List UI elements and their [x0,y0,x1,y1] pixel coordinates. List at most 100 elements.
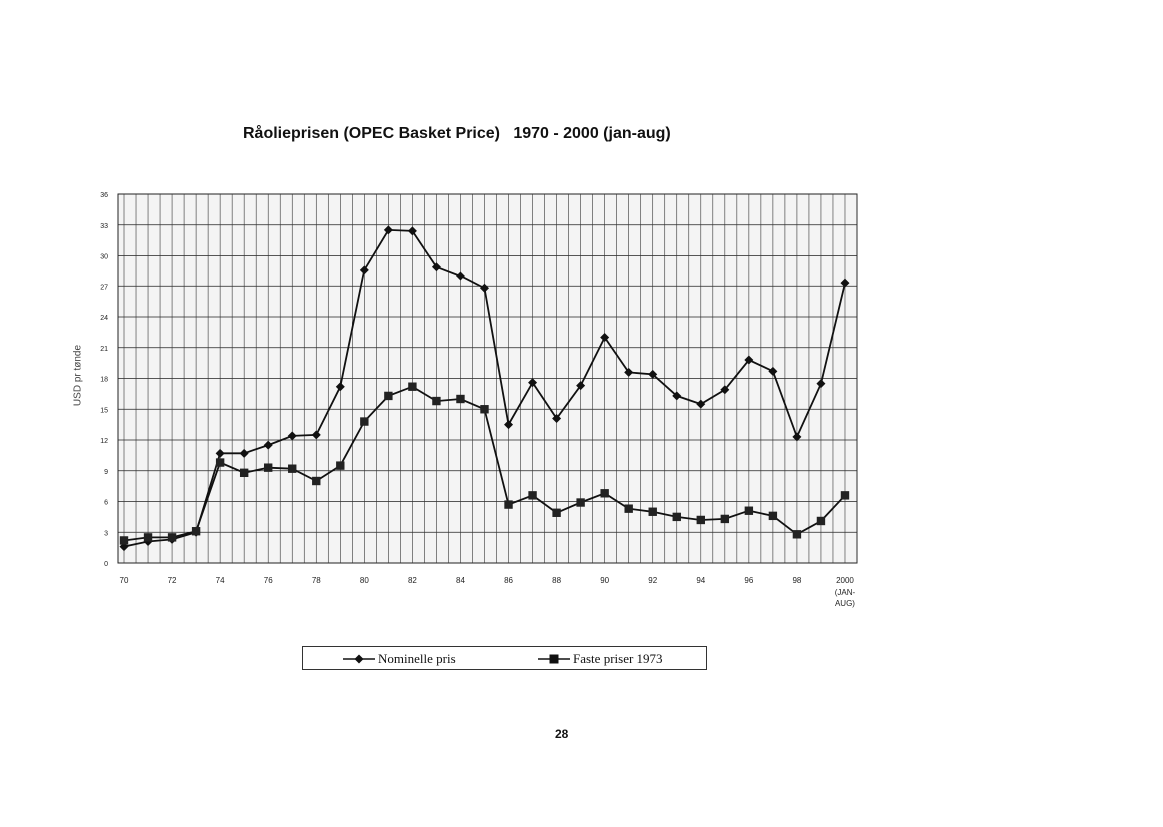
legend-label-nominal: Nominelle pris [378,651,456,666]
y-tick-label: 12 [100,438,108,445]
data-point-nominal [744,355,754,365]
chart-title: Råolieprisen (OPEC Basket Price) 1970 - … [243,125,671,142]
page-number: 28 [555,727,569,741]
data-point-real [384,391,393,401]
data-point-nominal [552,413,562,423]
data-point-nominal [479,283,489,293]
y-tick-label: 6 [104,500,108,507]
data-point-real [696,515,705,525]
x-tick-label: 94 [696,576,705,585]
x-tick-label: 82 [408,576,417,585]
y-tick-label: 0 [104,561,108,568]
data-point-real [456,394,465,404]
y-tick-label: 27 [100,284,108,291]
data-point-real [360,417,369,426]
x-tick-label: 98 [792,576,801,585]
y-tick-label: 33 [100,223,108,230]
data-point-real [480,405,489,414]
y-tick-label: 15 [100,407,108,414]
data-point-nominal [696,399,706,409]
y-tick-label: 21 [100,346,108,353]
y-tick-label: 18 [100,377,108,384]
x-tick-label: 70 [120,576,129,585]
data-point-nominal [816,379,826,389]
data-point-real [552,508,561,517]
data-point-real [648,507,657,516]
data-point-real [408,382,417,391]
data-point-nominal [455,271,465,281]
data-point-nominal [431,262,441,272]
data-point-nominal [287,431,297,441]
data-point-nominal [840,278,850,288]
data-point-real [119,536,129,545]
x-tick-label: 84 [456,576,465,585]
x-tick-label: 76 [264,576,273,585]
data-point-real [624,504,633,513]
data-point-real [792,530,802,539]
data-point-nominal [600,333,610,342]
x-tick-label: 80 [360,576,369,585]
y-tick-label: 3 [104,530,108,537]
data-point-nominal [648,369,658,379]
data-point-real [336,461,345,470]
data-point-real [312,476,321,486]
x-tick-label: 96 [744,576,753,585]
data-point-nominal [335,382,345,392]
chart-legend: Nominelle pris Faste priser 1973 [302,646,707,670]
data-point-real [432,396,441,406]
data-point-nominal [263,440,273,450]
data-point-real [720,514,730,524]
legend-label-real: Faste priser 1973 [573,651,663,666]
square-marker-icon [538,654,570,664]
x-tick-label: 2000 [836,576,854,585]
data-point-nominal [624,367,634,377]
x-tick-sublabel: AUG) [835,599,855,608]
x-tick-label: 78 [312,576,321,585]
y-tick-label: 36 [100,192,108,199]
data-point-nominal [768,366,778,376]
data-point-real [744,506,754,515]
data-point-nominal [720,385,730,395]
data-point-nominal [504,420,514,430]
data-point-real [600,489,609,498]
diamond-marker-icon [343,654,375,664]
data-point-nominal [407,226,417,236]
data-point-nominal [359,265,369,275]
series-markers [119,225,850,552]
data-point-nominal [239,448,249,458]
data-point-real [768,511,778,521]
data-point-real [504,500,513,509]
x-tick-label: 88 [552,576,561,585]
data-point-real [528,491,537,500]
x-tick-label: 90 [600,576,609,585]
y-tick-label: 24 [100,315,108,322]
data-point-real [264,463,273,472]
x-tick-label: 74 [216,576,225,585]
data-point-real [840,491,850,500]
data-point-real [143,533,153,542]
x-tick-labels: 70 72 74 76 78 80 82 84 86 88 90 92 94 96 98 2000 (JAN- A… [120,576,856,608]
x-tick-label: 72 [168,576,177,585]
data-point-real [288,464,297,473]
data-point-real [191,527,201,536]
data-point-nominal [576,381,586,391]
data-point-nominal [215,448,225,458]
y-tick-label: 9 [104,469,108,476]
legend-item-real: Faste priser 1973 [538,650,663,668]
data-point-nominal [528,378,538,388]
y-tick-label: 30 [100,254,108,261]
data-point-real [672,512,681,522]
data-point-real [239,468,249,477]
data-point-real [167,533,177,542]
data-point-real [215,458,225,467]
data-point-real [576,498,585,507]
data-point-nominal [672,391,682,401]
x-tick-label: 92 [648,576,657,585]
data-point-nominal [792,432,802,442]
data-point-nominal [383,225,393,235]
x-tick-sublabel: (JAN- [835,588,856,597]
x-tick-label: 86 [504,576,513,585]
